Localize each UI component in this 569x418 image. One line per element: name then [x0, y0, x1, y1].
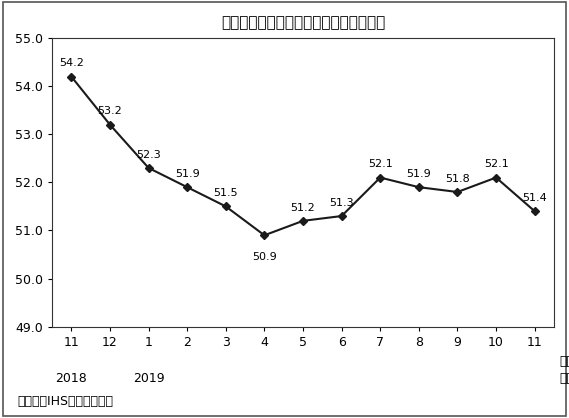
Text: 52.1: 52.1	[484, 159, 509, 169]
Text: 51.5: 51.5	[213, 188, 238, 198]
Text: （出所）IHSマーケイット: （出所）IHSマーケイット	[17, 395, 113, 408]
Text: 53.2: 53.2	[97, 106, 122, 116]
Text: 51.9: 51.9	[406, 169, 431, 179]
Text: 51.8: 51.8	[445, 173, 470, 184]
Title: 図　フィリピンの製造業購買担当者指数: 図 フィリピンの製造業購買担当者指数	[221, 15, 385, 30]
Text: 2018: 2018	[55, 372, 87, 385]
Text: 51.9: 51.9	[175, 169, 200, 179]
Text: 51.4: 51.4	[522, 193, 547, 203]
Text: 52.1: 52.1	[368, 159, 393, 169]
Text: 50.9: 50.9	[252, 252, 277, 262]
Text: 51.2: 51.2	[291, 202, 315, 212]
Text: （月）: （月）	[560, 355, 569, 368]
Text: 54.2: 54.2	[59, 58, 84, 68]
Text: 2019: 2019	[133, 372, 164, 385]
Text: （年）: （年）	[560, 372, 569, 385]
Text: 52.3: 52.3	[136, 150, 161, 160]
Text: 51.3: 51.3	[329, 198, 354, 208]
